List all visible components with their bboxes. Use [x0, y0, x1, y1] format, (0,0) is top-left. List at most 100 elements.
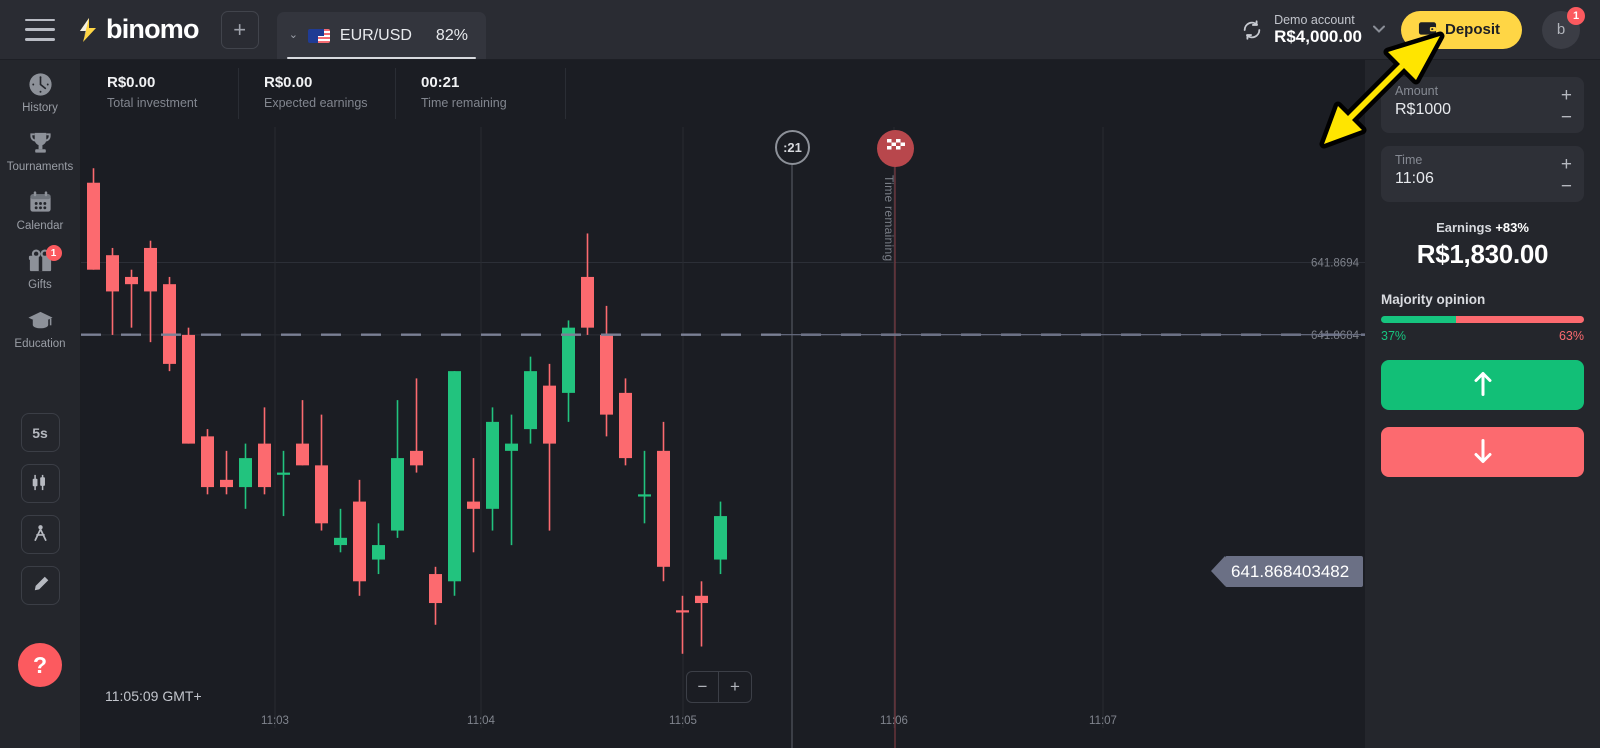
clock-icon: [27, 71, 54, 98]
chart-timestamp: 11:05:09 GMT+: [105, 688, 202, 704]
draw-button[interactable]: [20, 566, 60, 605]
pencil-icon: [31, 575, 50, 597]
svg-text:11:05: 11:05: [669, 715, 697, 727]
asset-name: EUR/USD: [339, 26, 412, 44]
asset-tab-eurusd[interactable]: ⌄ EUR/USD 82%: [276, 12, 486, 59]
candlestick-icon: [31, 473, 50, 495]
account-chevron-down-icon[interactable]: [1372, 25, 1385, 35]
account-type-label: Demo account: [1274, 12, 1355, 27]
time-remaining-vertical-label: Time remaining: [882, 175, 896, 262]
chevron-down-icon[interactable]: ⌄: [288, 29, 298, 41]
earnings-label: Earnings: [1436, 220, 1492, 235]
stat-value: R$0.00: [107, 74, 156, 91]
avatar-notification-badge: 1: [1567, 6, 1585, 25]
majority-opinion-bar: [1381, 316, 1584, 323]
majority-bar-up: [1381, 316, 1457, 323]
trade-stats-bar: R$0.00 Total investment R$0.00 Expected …: [81, 60, 1365, 127]
amount-value[interactable]: R$1000: [1395, 101, 1452, 118]
svg-text:11:07: 11:07: [1089, 715, 1117, 727]
binomo-logo-icon: [77, 17, 99, 43]
left-sidebar: History Tournaments: [0, 60, 81, 748]
stat-value: 00:21: [421, 74, 460, 91]
chart-zoom-controls[interactable]: − +: [686, 671, 752, 703]
stat-time-remaining: 00:21 Time remaining: [395, 60, 565, 127]
sidebar-item-tournaments[interactable]: Tournaments: [0, 119, 81, 178]
expiry-marker[interactable]: [877, 130, 914, 167]
add-tab-button[interactable]: +: [220, 10, 259, 49]
brand-name: binomo: [106, 14, 199, 44]
help-button[interactable]: ?: [18, 643, 62, 687]
arrow-down-icon: [1472, 438, 1494, 467]
amount-increase-button[interactable]: +: [1560, 85, 1572, 106]
calendar-icon: [27, 189, 54, 216]
zoom-in-button[interactable]: +: [730, 677, 740, 696]
gift-icon: 1: [27, 245, 62, 275]
sidebar-item-label: Calendar: [16, 220, 64, 232]
time-decrease-button[interactable]: −: [1560, 176, 1572, 197]
put-down-button[interactable]: [1381, 427, 1584, 477]
amount-field[interactable]: Amount R$1000 + −: [1381, 77, 1584, 133]
user-avatar-group[interactable]: b 1: [1542, 6, 1585, 49]
majority-opinion-title: Majority opinion: [1381, 292, 1486, 307]
chart-area[interactable]: R$0.00 Total investment R$0.00 Expected …: [81, 60, 1365, 748]
sidebar-item-gifts[interactable]: 1 Gifts: [0, 237, 81, 296]
refresh-icon[interactable]: [1241, 19, 1263, 41]
call-up-button[interactable]: [1381, 360, 1584, 410]
stat-label: Expected earnings: [264, 96, 368, 110]
wallet-icon: [1418, 20, 1437, 40]
sidebar-item-calendar[interactable]: Calendar: [0, 178, 81, 237]
app-header: binomo + ⌄ EUR/USD 82% Demo account R$4,…: [0, 0, 1600, 60]
deposit-label: Deposit: [1444, 21, 1500, 38]
trophy-icon: [27, 130, 54, 157]
current-price-tag: 641.868403482: [1210, 556, 1364, 587]
svg-text:11:04: 11:04: [467, 715, 496, 727]
trade-panel: Amount R$1000 + − Time 11:06 + − Earning…: [1365, 60, 1600, 748]
majority-down-percent: 63%: [1558, 329, 1584, 343]
earnings-header: Earnings +83%: [1381, 220, 1584, 235]
majority-up-percent: 37%: [1381, 329, 1407, 343]
sidebar-item-label: Gifts: [28, 279, 52, 291]
account-selector[interactable]: Demo account R$4,000.00: [1274, 13, 1362, 47]
svg-text:641.8694: 641.8694: [1311, 257, 1360, 269]
sidebar-item-label: History: [22, 102, 58, 114]
sidebar-item-history[interactable]: History: [0, 60, 81, 119]
amount-decrease-button[interactable]: −: [1560, 107, 1572, 128]
sidebar-item-education[interactable]: Education: [0, 296, 81, 355]
earnings-block: Earnings +83% R$1,830.00: [1381, 220, 1584, 270]
svg-text:11:03: 11:03: [261, 715, 289, 727]
candlestick-plot[interactable]: 641.8694 641.8684 11:03 11:04 11:05 11:06 11:0…: [81, 127, 1365, 748]
indicators-button[interactable]: [20, 515, 60, 554]
time-field[interactable]: Time 11:06 + −: [1381, 146, 1584, 202]
indicators-icon: [31, 524, 50, 546]
earnings-percent: +83%: [1495, 220, 1529, 235]
earnings-amount: R$1,830.00: [1416, 239, 1549, 269]
sidebar-item-label: Tournaments: [6, 161, 74, 173]
stat-total-investment: R$0.00 Total investment: [81, 60, 238, 127]
svg-text:11:06: 11:06: [880, 715, 908, 727]
account-balance: R$4,000.00: [1274, 26, 1362, 46]
checkered-flag-icon: [886, 139, 905, 158]
time-value[interactable]: 11:06: [1395, 170, 1434, 187]
graduation-icon: [27, 307, 54, 334]
timeframe-button[interactable]: 5s: [20, 413, 60, 452]
time-label: Time: [1395, 153, 1423, 167]
svg-text:641.8684: 641.8684: [1311, 330, 1360, 342]
amount-label: Amount: [1395, 84, 1439, 98]
arrow-up-icon: [1472, 371, 1494, 400]
candlestick-chart-type-button[interactable]: [20, 464, 60, 503]
countdown-badge: :21: [775, 130, 810, 165]
zoom-out-button[interactable]: −: [687, 672, 719, 702]
deposit-button[interactable]: Deposit: [1400, 10, 1522, 49]
gifts-badge: 1: [45, 245, 62, 261]
stat-label: Total investment: [107, 96, 198, 110]
majority-bar-down: [1456, 316, 1584, 323]
hamburger-icon[interactable]: [25, 18, 55, 41]
majority-percentages: 37% 63%: [1381, 329, 1584, 343]
stat-expected-earnings: R$0.00 Expected earnings: [238, 60, 395, 127]
eur-usd-flag-icon: [307, 28, 330, 43]
sidebar-item-label: Education: [14, 338, 66, 350]
brand-logo[interactable]: binomo: [77, 14, 199, 45]
stat-value: R$0.00: [264, 74, 313, 91]
time-increase-button[interactable]: +: [1560, 154, 1572, 175]
